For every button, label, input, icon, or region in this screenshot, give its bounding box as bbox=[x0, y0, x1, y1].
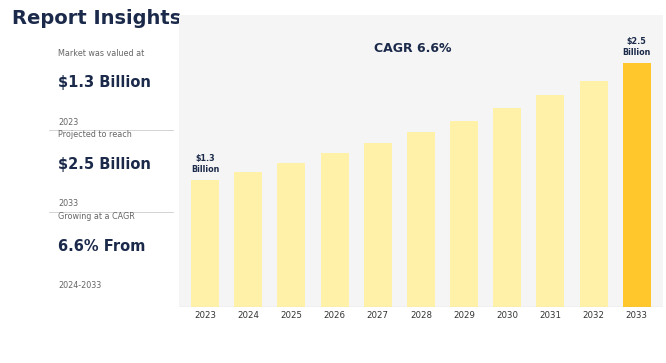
Text: $1.3 Billion: $1.3 Billion bbox=[58, 76, 151, 90]
Text: Market was valued at: Market was valued at bbox=[58, 49, 145, 58]
Text: Projected to reach: Projected to reach bbox=[58, 130, 132, 139]
Bar bbox=[623, 63, 651, 307]
Bar bbox=[320, 153, 348, 307]
Bar bbox=[407, 132, 435, 307]
Text: 2023: 2023 bbox=[58, 118, 79, 127]
Text: 2024-2033: 2024-2033 bbox=[58, 281, 101, 290]
Text: $2.5 Billion: $2.5 Billion bbox=[58, 157, 151, 172]
Bar bbox=[536, 95, 565, 307]
Text: Air Combat Maneuvering Instrumentation Market: Air Combat Maneuvering Instrumentation M… bbox=[7, 328, 297, 338]
Text: © All right reserved: © All right reserved bbox=[569, 349, 659, 358]
Text: CAGR 6.6%: CAGR 6.6% bbox=[374, 42, 451, 55]
Text: 6.6% From: 6.6% From bbox=[58, 238, 146, 254]
Bar bbox=[277, 163, 306, 307]
Text: $1.3
Billion: $1.3 Billion bbox=[191, 154, 219, 174]
Text: $2.5
Billion: $2.5 Billion bbox=[623, 37, 651, 57]
Bar bbox=[579, 81, 607, 307]
Bar bbox=[494, 109, 521, 307]
Text: Allied Market Research: Allied Market Research bbox=[523, 328, 659, 338]
Text: Growing at a CAGR: Growing at a CAGR bbox=[58, 212, 135, 221]
Text: 2033: 2033 bbox=[58, 199, 79, 208]
Text: Report Insights: Report Insights bbox=[13, 9, 182, 28]
Bar bbox=[234, 172, 262, 307]
Text: Report Code: A324577: Report Code: A324577 bbox=[7, 349, 109, 358]
Bar bbox=[364, 143, 392, 307]
Bar bbox=[450, 121, 478, 307]
Bar bbox=[191, 180, 219, 307]
